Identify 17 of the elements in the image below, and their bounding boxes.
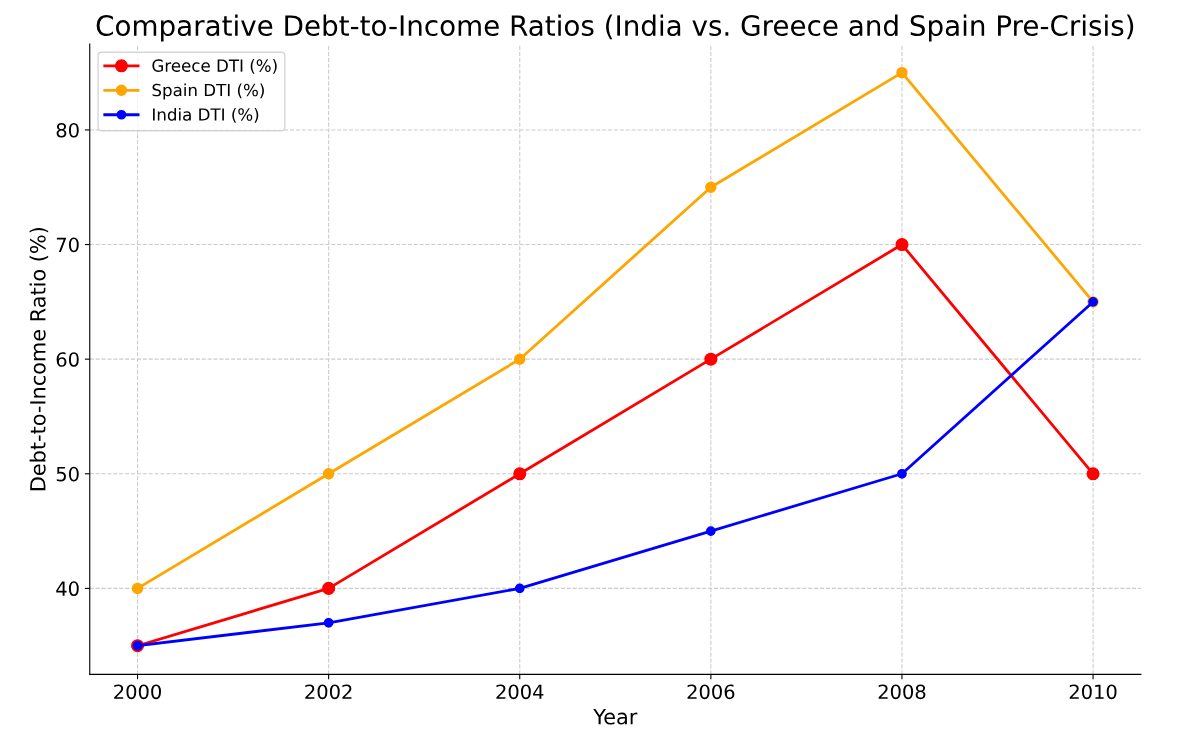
legend-label: Greece DTI (%)	[152, 59, 277, 74]
y-tick-label: 80	[56, 122, 79, 138]
x-tick-label: 2000	[114, 684, 161, 700]
x-tick-label: 2010	[1069, 684, 1117, 700]
x-tick-label: 2002	[305, 684, 352, 700]
y-axis-title: Debt-to-Income Ratio (%)	[29, 227, 49, 491]
y-tick-label: 40	[56, 581, 79, 597]
x-tick-label: 2008	[878, 684, 926, 700]
legend-label: Spain DTI (%)	[152, 83, 264, 100]
legend-label: India DTI (%)	[153, 107, 259, 123]
chart-title: Comparative Debt-to-Income Ratios (India vs. Greece and Spain Pre-Crisis)	[96, 14, 1134, 42]
y-tick-label: 50	[56, 466, 79, 482]
x-axis-title: Year	[593, 709, 638, 725]
y-tick-label: 70	[56, 237, 79, 253]
x-tick-label: 2006	[687, 684, 735, 700]
y-tick-label: 60	[56, 352, 79, 367]
x-tick-label: 2004	[496, 684, 544, 700]
